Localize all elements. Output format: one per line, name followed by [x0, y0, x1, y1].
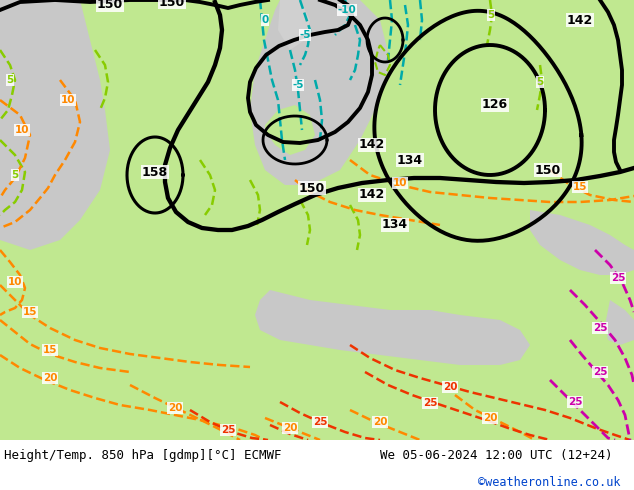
Text: 25: 25 — [593, 323, 607, 333]
Polygon shape — [278, 0, 310, 50]
Text: 126: 126 — [482, 98, 508, 112]
Text: 25: 25 — [611, 273, 625, 283]
Text: -5: -5 — [292, 80, 304, 90]
Text: 25: 25 — [221, 425, 235, 435]
Text: 134: 134 — [397, 153, 423, 167]
Text: 25: 25 — [423, 398, 437, 408]
Text: 150: 150 — [535, 164, 561, 176]
Text: 25: 25 — [313, 417, 327, 427]
Text: 20: 20 — [443, 382, 457, 392]
Text: 25: 25 — [568, 397, 582, 407]
Text: 150: 150 — [159, 0, 185, 8]
Text: -5: -5 — [299, 30, 311, 40]
Text: 5: 5 — [11, 170, 18, 180]
Text: 5: 5 — [488, 10, 495, 20]
Text: 20: 20 — [168, 403, 182, 413]
Polygon shape — [420, 310, 460, 350]
Polygon shape — [605, 300, 634, 345]
Text: Height/Temp. 850 hPa [gdmp][°C] ECMWF: Height/Temp. 850 hPa [gdmp][°C] ECMWF — [4, 448, 281, 462]
Text: 150: 150 — [97, 0, 123, 11]
Text: We 05-06-2024 12:00 UTC (12+24): We 05-06-2024 12:00 UTC (12+24) — [380, 448, 612, 462]
Polygon shape — [530, 210, 634, 275]
Text: 20: 20 — [373, 417, 387, 427]
Text: 150: 150 — [299, 181, 325, 195]
Text: 20: 20 — [42, 373, 57, 383]
Text: -10: -10 — [338, 5, 356, 15]
Polygon shape — [265, 105, 315, 155]
Text: 25: 25 — [593, 367, 607, 377]
Text: 15: 15 — [23, 307, 37, 317]
Text: 134: 134 — [382, 219, 408, 231]
Text: 142: 142 — [359, 139, 385, 151]
Text: 15: 15 — [42, 345, 57, 355]
Text: ©weatheronline.co.uk: ©weatheronline.co.uk — [478, 475, 621, 489]
Text: 142: 142 — [567, 14, 593, 26]
Text: 5: 5 — [6, 75, 13, 85]
Polygon shape — [255, 290, 530, 365]
Text: 20: 20 — [283, 423, 297, 433]
Polygon shape — [0, 0, 110, 250]
Polygon shape — [250, 0, 390, 185]
Text: 15: 15 — [573, 182, 587, 192]
Text: 10: 10 — [8, 277, 22, 287]
Text: 20: 20 — [482, 413, 497, 423]
Text: 142: 142 — [359, 189, 385, 201]
Text: 5: 5 — [536, 77, 543, 87]
Text: 10: 10 — [15, 125, 29, 135]
Text: 0: 0 — [261, 15, 269, 25]
Text: 10: 10 — [61, 95, 75, 105]
Text: 10: 10 — [392, 178, 407, 188]
Text: 158: 158 — [142, 166, 168, 178]
